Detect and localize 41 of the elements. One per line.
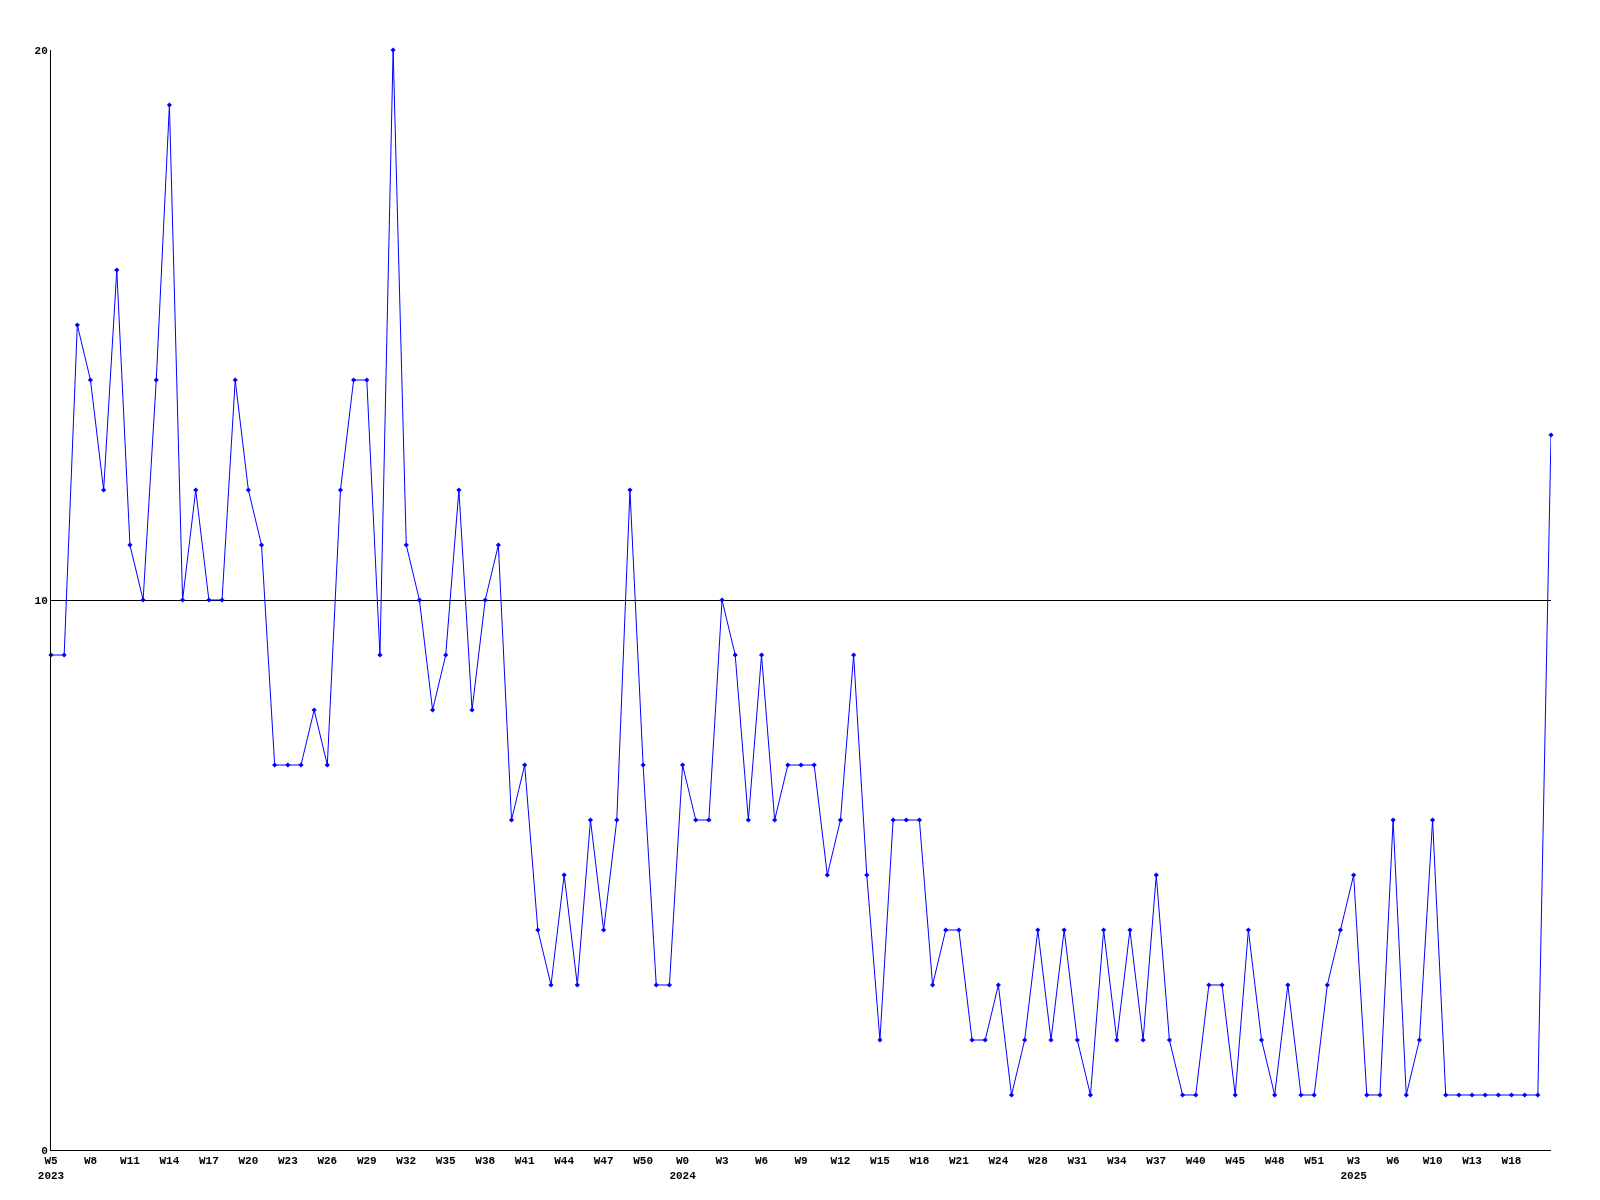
x-tick-label: W29	[356, 1155, 377, 1168]
x-tick-label: W9	[794, 1155, 808, 1168]
x-tick-label: W34	[1106, 1155, 1128, 1168]
y-tick-label: 10	[34, 594, 48, 607]
x-tick-label: W51	[1304, 1155, 1325, 1168]
x-tick-label: W48	[1264, 1155, 1285, 1168]
x-tick-label: W31	[1067, 1155, 1088, 1168]
x-tick-label: W14	[159, 1155, 180, 1168]
x-tick-label: W37	[1146, 1155, 1167, 1168]
x-tick-label: W41	[514, 1155, 535, 1168]
x-tick-label: W10	[1422, 1155, 1443, 1168]
x-tick-label: W3 2025	[1340, 1155, 1368, 1182]
x-tick-label: W0 2024	[669, 1155, 697, 1182]
x-tick-label: W24	[988, 1155, 1009, 1168]
x-tick-label: W28	[1027, 1155, 1049, 1168]
x-tick-label: W32	[396, 1155, 417, 1168]
x-tick-label: W40	[1185, 1155, 1206, 1168]
x-tick-label: W20	[238, 1155, 259, 1168]
x-tick-label: W26	[317, 1155, 338, 1168]
x-tick-label: W17	[198, 1155, 219, 1168]
x-tick-label: W5 2023	[37, 1155, 65, 1182]
x-tick-label: W21	[948, 1155, 970, 1168]
x-tick-label: W18	[1501, 1155, 1522, 1168]
x-tick-label: W23	[277, 1155, 299, 1168]
x-tick-label: W6	[1386, 1155, 1400, 1168]
y-tick-label: 0	[41, 1144, 48, 1157]
x-tick-label: W38	[475, 1155, 496, 1168]
x-tick-label: W6	[754, 1155, 769, 1168]
x-tick-label: W3	[715, 1155, 730, 1168]
x-tick-label: W15	[870, 1155, 891, 1168]
x-tick-label: W44	[554, 1155, 575, 1168]
x-tick-label: W18	[909, 1155, 930, 1168]
x-tick-label: W35	[435, 1155, 457, 1168]
x-tick-label: W45	[1225, 1155, 1246, 1168]
x-tick-label: W50	[633, 1155, 654, 1168]
y-tick-label: 20	[34, 44, 48, 57]
x-tick-label: W13	[1462, 1155, 1483, 1168]
x-tick-label: W12	[830, 1155, 851, 1168]
x-tick-label: W47	[593, 1155, 614, 1168]
x-tick-label: W11	[120, 1155, 141, 1168]
x-tick-label: W8	[83, 1155, 98, 1168]
